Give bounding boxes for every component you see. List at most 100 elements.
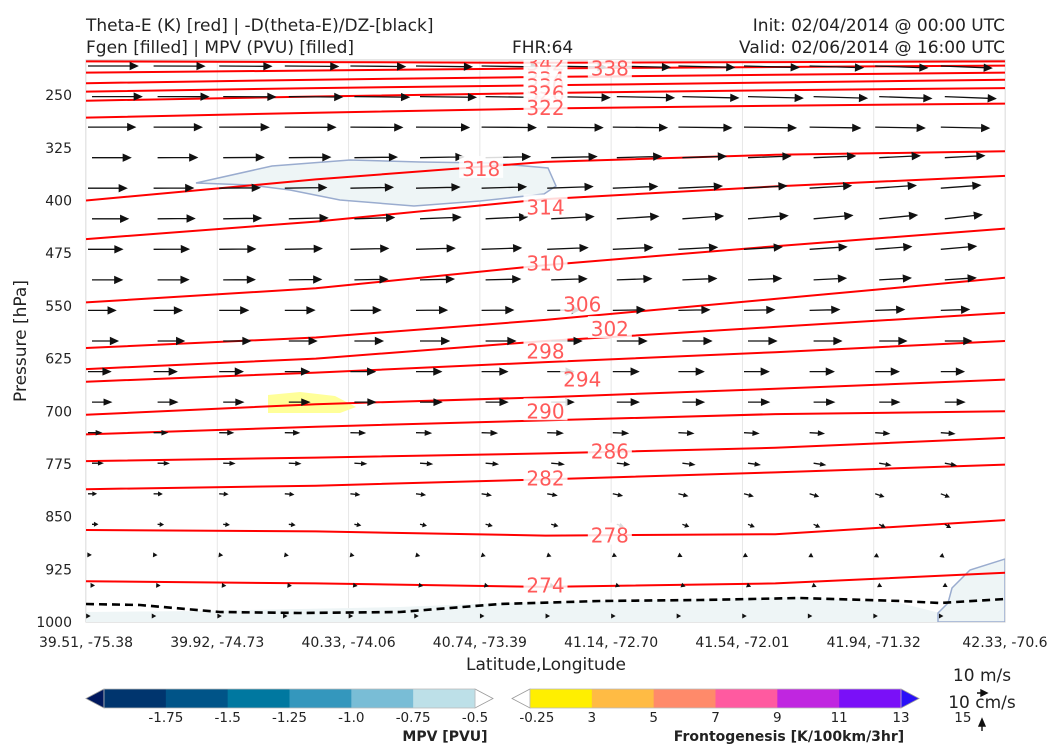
y-tick-label: 925 [45, 562, 72, 578]
wind-vector [153, 244, 191, 254]
contour-label-318: 318 [462, 157, 500, 181]
wind-vector [612, 182, 659, 191]
wind-vector [879, 461, 892, 467]
wind-vector [485, 522, 493, 528]
theta-e-contour-318 [86, 150, 1005, 202]
frontogenesis-fill-regions [268, 392, 356, 413]
colorbar-segment [715, 689, 778, 708]
mpv-colorbar: -1.75 -1.5 -1.25 -1.0 -0.75 -0.5 -0.25 [85, 688, 554, 726]
wind-vector [485, 213, 529, 222]
wind-vector [92, 521, 99, 527]
wind-vector [745, 582, 752, 588]
theta-e-contour-298 [86, 340, 1005, 383]
wind-vector [157, 521, 165, 527]
wind-vector [88, 122, 137, 132]
wind-vector [223, 153, 265, 162]
wind-key-vertical-arrow [977, 717, 987, 731]
wind-vector [809, 181, 853, 191]
wind-vector [809, 123, 862, 132]
wind-vectors [86, 61, 997, 619]
frontogenesis-colorbar-tick: 3 [588, 710, 597, 726]
wind-vector [420, 398, 443, 407]
wind-vector [92, 92, 143, 101]
wind-vector [415, 62, 474, 71]
wind-vector [88, 367, 112, 376]
wind-vector [682, 336, 713, 346]
y-tick-label: 400 [45, 194, 72, 210]
wind-vector [350, 244, 390, 253]
wind-vector [743, 492, 754, 498]
contour-label-bg [587, 316, 632, 339]
frontogenesis-colorbar-tick: 9 [773, 710, 782, 726]
wind-vector [678, 62, 736, 72]
frontogenesis-colorbar-tick: 7 [711, 710, 720, 726]
frontogenesis-colorbar-tick: 5 [649, 710, 658, 726]
wind-vector [944, 274, 977, 283]
wind-vector [678, 305, 711, 315]
wind-vector [678, 492, 689, 498]
wind-vector [415, 492, 427, 497]
wind-vector [940, 430, 956, 436]
contour-label-298: 298 [526, 340, 564, 364]
wind-vector [288, 336, 318, 346]
mpv-region-surface [86, 597, 1005, 622]
x-tick-label: 40.33, -74.06 [302, 635, 396, 651]
wind-vector [481, 244, 523, 253]
wind-vector [612, 243, 654, 253]
theta-e-contour-290 [86, 410, 1005, 436]
wind-vector [223, 522, 230, 528]
wind-vector [874, 493, 885, 498]
wind-vector [157, 336, 186, 346]
wind-vector [288, 92, 344, 102]
wind-vector [350, 429, 367, 436]
wind-vector [747, 93, 804, 103]
contour-label-bg [523, 398, 568, 421]
wind-key-horizontal-label: 10 m/s [953, 666, 1011, 686]
contour-label-bg [523, 94, 568, 117]
wind-vector [350, 183, 395, 192]
wind-vector [944, 462, 958, 467]
wind-vector [88, 61, 139, 71]
wind-vector [479, 613, 485, 619]
wind-vector [944, 94, 997, 103]
wind-vector [157, 214, 196, 223]
wind-vector [219, 62, 273, 71]
contour-label-bg [523, 465, 568, 488]
x-tick-label: 41.14, -72.70 [564, 635, 658, 651]
wind-vector [415, 183, 461, 192]
forecast-hour: FHR:64 [512, 38, 573, 58]
wind-vector [350, 491, 361, 497]
wind-vector [879, 211, 919, 221]
wind-vector [217, 613, 222, 619]
wind-vector [682, 398, 706, 407]
wind-vector [939, 553, 945, 558]
wind-vector [809, 492, 820, 498]
wind-vector [419, 522, 427, 528]
contour-label-274: 274 [526, 573, 564, 597]
colorbar-segment [289, 689, 352, 708]
wind-vector [481, 492, 492, 497]
contour-label-bg [523, 338, 568, 361]
wind-vector [348, 613, 354, 619]
wind-vector [944, 336, 973, 346]
wind-vector [682, 212, 725, 221]
wind-key-vertical-label: 10 cm/s [948, 693, 1016, 713]
y-tick-label: 775 [45, 457, 72, 473]
wind-vector [748, 398, 771, 406]
wind-vector [809, 430, 826, 437]
wind-vector [879, 93, 933, 103]
wind-vector [416, 367, 443, 376]
contour-label-bg [523, 572, 568, 595]
wind-vector [611, 613, 616, 619]
wind-vector [283, 613, 288, 619]
wind-vector [809, 63, 865, 72]
wind-vector [288, 461, 302, 467]
wind-vector [419, 213, 462, 222]
wind-vector [612, 367, 640, 376]
frontogenesis-colorbar-label: Frontogenesis [K/100km/3hr] [674, 729, 904, 745]
wind-vector [873, 552, 880, 558]
wind-vector [742, 613, 747, 619]
wind-vector [875, 242, 913, 252]
wind-vector [481, 305, 515, 315]
